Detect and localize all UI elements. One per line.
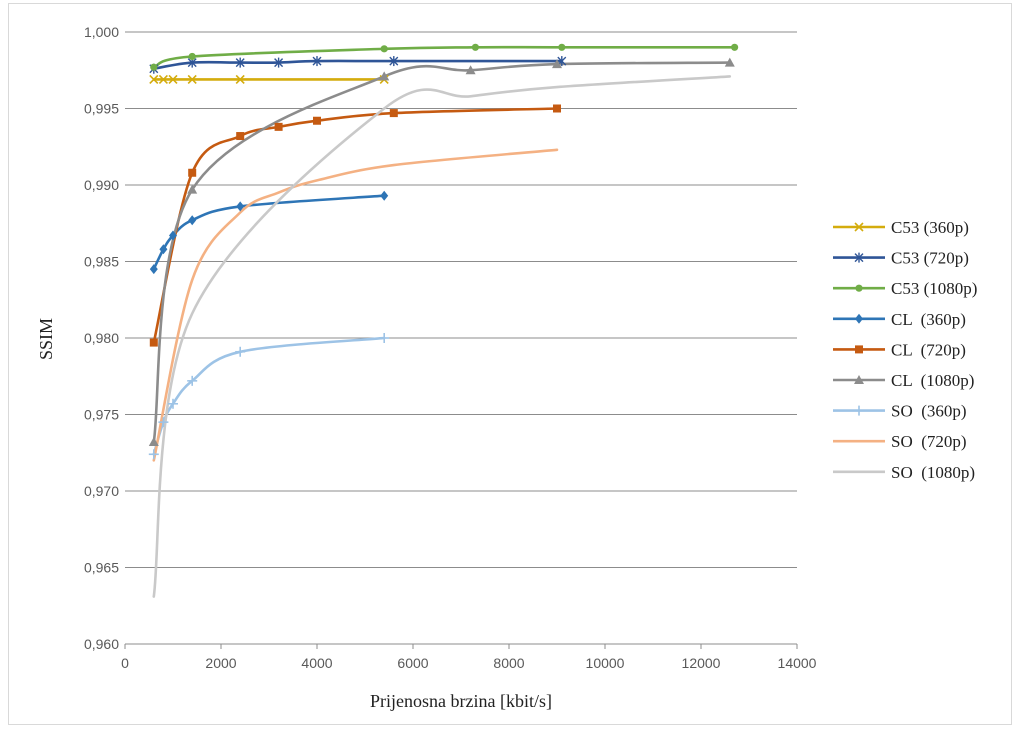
x-tick-label: 4000	[301, 655, 332, 671]
y-tick-label: 1,000	[84, 24, 119, 40]
data-point	[379, 333, 390, 343]
data-point	[235, 346, 246, 357]
legend-label: SO (360p)	[891, 402, 967, 421]
data-point	[552, 59, 562, 69]
x-tick-label: 12000	[682, 655, 721, 671]
legend-item: C53 (720p)	[833, 249, 969, 268]
legend-item: SO (360p)	[833, 402, 967, 421]
x-tick-label: 10000	[586, 655, 625, 671]
data-point	[379, 71, 390, 81]
legend-marker	[855, 345, 863, 354]
data-point	[724, 57, 735, 67]
legend: C53 (360p) C53 (720p) C53 (1080p) CL (360p)…	[833, 218, 977, 482]
series-line-9	[152, 75, 732, 598]
legend-label: SO (1080p)	[891, 463, 975, 482]
legend-marker	[854, 252, 864, 263]
data-point	[235, 74, 245, 84]
data-point	[235, 57, 245, 68]
data-point	[168, 74, 178, 84]
axes	[124, 643, 798, 649]
data-point	[158, 417, 169, 428]
y-axis-title: SSIM	[36, 318, 56, 360]
data-point	[471, 43, 479, 51]
data-point	[188, 52, 196, 61]
y-tick-label: 0,970	[84, 483, 119, 499]
data-point	[389, 109, 398, 118]
data-point	[188, 168, 197, 177]
legend-label: CL (1080p)	[891, 371, 974, 390]
y-tick-label: 0,975	[84, 407, 119, 423]
legend-label: C53 (720p)	[891, 249, 969, 268]
legend-label: C53 (360p)	[891, 218, 969, 237]
data-point	[149, 264, 158, 275]
y-tick-label: 0,965	[84, 560, 119, 576]
data-point	[187, 184, 198, 194]
series-line-4	[152, 194, 386, 271]
data-point	[148, 437, 159, 447]
data-point	[380, 45, 388, 53]
legend-item: SO (1080p)	[833, 463, 975, 482]
data-point	[312, 56, 322, 67]
legend-marker	[854, 405, 864, 416]
series-line-5	[152, 107, 559, 344]
legend-marker	[854, 222, 864, 232]
legend-item: CL (360p)	[833, 310, 966, 329]
legend-marker	[855, 313, 863, 324]
data-point	[169, 230, 177, 241]
data-point	[149, 338, 158, 347]
legend-item: CL (720p)	[833, 340, 966, 359]
data-point	[731, 43, 739, 51]
data-point	[150, 63, 158, 71]
data-point	[149, 74, 159, 84]
y-tick-label: 0,985	[84, 254, 119, 270]
legend-label: CL (360p)	[891, 310, 966, 329]
legend-label: C53 (1080p)	[891, 279, 977, 298]
data-point	[236, 201, 245, 212]
data-point	[187, 74, 197, 84]
series-line-7	[152, 336, 386, 456]
legend-marker	[854, 375, 864, 384]
grid-lines	[125, 31, 797, 645]
data-point	[274, 122, 283, 131]
series-line-8	[152, 148, 559, 462]
legend-item: C53 (1080p)	[833, 279, 977, 298]
data-point	[274, 57, 284, 68]
data-point	[380, 190, 389, 201]
data-point	[148, 449, 159, 460]
series-line-6	[152, 61, 732, 444]
y-tick-label: 0,960	[84, 636, 119, 652]
x-tick-label: 2000	[205, 655, 236, 671]
legend-item: CL (1080p)	[833, 371, 974, 390]
x-tick-label: 8000	[493, 655, 524, 671]
data-point	[158, 74, 168, 84]
x-tick-label: 14000	[778, 655, 817, 671]
data-point	[187, 375, 198, 386]
data-point	[389, 56, 399, 67]
legend-item: C53 (360p)	[833, 218, 969, 237]
data-point	[159, 244, 168, 255]
y-tick-label: 0,990	[84, 177, 119, 193]
x-tick-label: 0	[121, 655, 129, 671]
data-point	[188, 215, 197, 226]
legend-label: SO (720p)	[891, 432, 967, 451]
series-lines	[152, 45, 736, 598]
data-point	[236, 132, 245, 141]
data-point	[553, 104, 561, 113]
data-point	[168, 398, 178, 409]
legend-label: CL (720p)	[891, 340, 966, 359]
series-markers	[148, 43, 739, 460]
data-point	[465, 65, 476, 75]
tick-labels: 0,960 0,965 0,970 0,975 0,980 0,985 0,990 0,995…	[84, 24, 817, 671]
y-tick-label: 0,980	[84, 330, 119, 346]
y-tick-label: 0,995	[84, 101, 119, 117]
legend-marker	[855, 284, 863, 292]
x-axis-title: Prijenosna brzina [kbit/s]	[370, 691, 552, 711]
legend-item: SO (720p)	[833, 432, 967, 451]
data-point	[313, 116, 321, 125]
x-tick-label: 6000	[397, 655, 428, 671]
data-point	[558, 43, 566, 51]
